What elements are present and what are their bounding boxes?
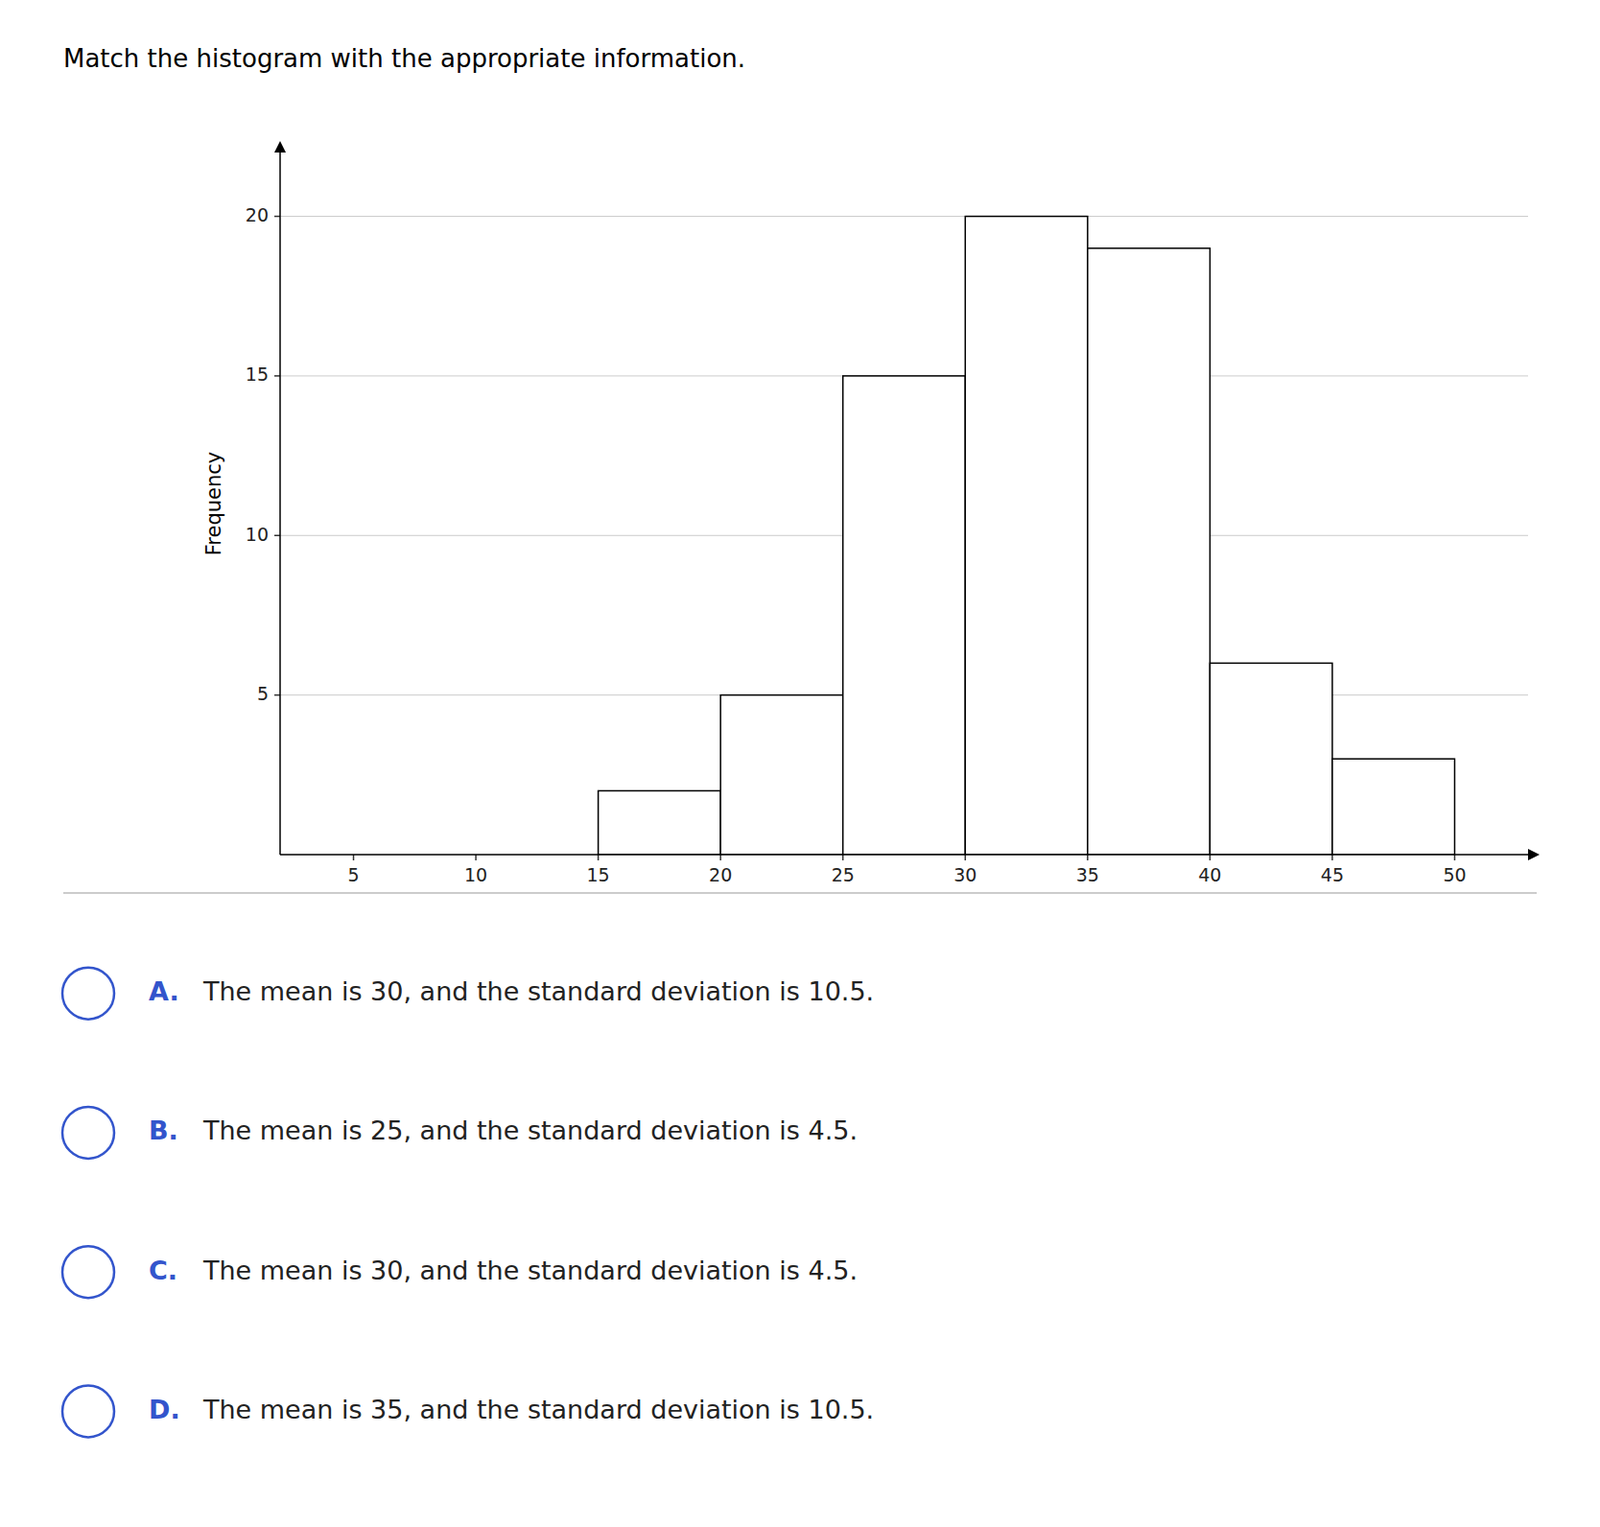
x-tick-label: 15 bbox=[587, 864, 611, 886]
option: C. The mean is 30, and the standard devia… bbox=[62, 1246, 858, 1298]
x-tick bbox=[352, 854, 355, 861]
x-tick bbox=[1086, 854, 1089, 861]
option: D. The mean is 35, and the standard devia… bbox=[62, 1385, 874, 1437]
title: Match the histogram with the appropriate… bbox=[63, 44, 746, 73]
x-tick-label: 50 bbox=[1442, 864, 1466, 886]
chart-container: Match the histogram with the appropriate… bbox=[0, 0, 1600, 1527]
histogram-bar bbox=[964, 216, 1088, 855]
grid-line bbox=[280, 215, 1529, 217]
histogram-bar bbox=[843, 376, 966, 855]
x-axis-arrow bbox=[1528, 848, 1540, 861]
y-tick bbox=[274, 535, 281, 538]
option-letter: B. bbox=[148, 1115, 179, 1146]
y-tick bbox=[274, 215, 281, 218]
divider bbox=[63, 892, 1537, 895]
histogram-bar bbox=[1332, 758, 1456, 855]
x-tick-label: 30 bbox=[953, 864, 977, 886]
chart-svg: Match the histogram with the appropriate… bbox=[0, 0, 1600, 1527]
y-tick-label: 5 bbox=[257, 682, 269, 705]
histogram-bar bbox=[1209, 662, 1333, 855]
option-circle bbox=[62, 1246, 115, 1298]
y-axis-arrow bbox=[274, 141, 286, 153]
option-circle bbox=[62, 967, 115, 1020]
option-letter: D. bbox=[148, 1394, 181, 1425]
y-tick bbox=[274, 694, 281, 697]
histogram-bar bbox=[1087, 248, 1211, 855]
x-tick bbox=[474, 854, 477, 861]
option-circle bbox=[62, 1385, 115, 1437]
histogram-bar bbox=[598, 790, 722, 855]
x-tick-label: 45 bbox=[1320, 864, 1344, 886]
option: A. The mean is 30, and the standard devia… bbox=[62, 967, 874, 1020]
option-text: The mean is 25, and the standard deviati… bbox=[202, 1115, 858, 1146]
x-tick-label: 5 bbox=[347, 864, 359, 886]
x-tick-label: 35 bbox=[1076, 864, 1100, 886]
histogram-bar bbox=[720, 695, 844, 855]
option-text: The mean is 30, and the standard deviati… bbox=[202, 976, 874, 1007]
y-axis-line bbox=[279, 152, 282, 855]
x-tick bbox=[1209, 854, 1212, 861]
y-tick-label: 20 bbox=[245, 204, 269, 226]
y-tick bbox=[274, 375, 281, 377]
option-circle bbox=[62, 1106, 115, 1159]
option-letter: C. bbox=[148, 1255, 178, 1286]
x-tick bbox=[597, 854, 600, 861]
x-tick-label: 20 bbox=[708, 864, 732, 886]
x-tick bbox=[964, 854, 967, 861]
bars bbox=[598, 216, 1456, 855]
x-tick-label: 25 bbox=[831, 864, 855, 886]
x-tick-label: 40 bbox=[1198, 864, 1222, 886]
x-tick bbox=[1454, 854, 1457, 861]
x-tick bbox=[842, 854, 845, 861]
option: B. The mean is 25, and the standard devia… bbox=[62, 1106, 858, 1159]
y-tick-label: 15 bbox=[245, 363, 269, 385]
option-letter: A. bbox=[148, 976, 180, 1007]
y-axis-label: Frequency bbox=[202, 451, 226, 557]
x-tick bbox=[719, 854, 722, 861]
x-tick bbox=[1331, 854, 1334, 861]
x-tick-label: 10 bbox=[464, 864, 488, 886]
y-tick-label: 10 bbox=[245, 523, 269, 545]
option-text: The mean is 35, and the standard deviati… bbox=[202, 1394, 874, 1425]
option-text: The mean is 30, and the standard deviati… bbox=[202, 1255, 858, 1286]
x-axis-line bbox=[280, 853, 1529, 856]
